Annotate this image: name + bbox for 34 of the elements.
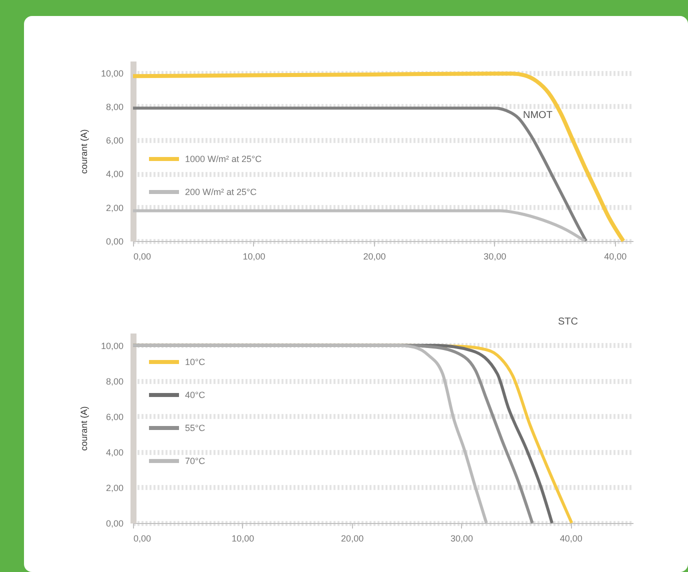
y-tick-label: 6,00 <box>106 136 124 146</box>
legend-label: 200 W/m² at 25°C <box>185 187 258 197</box>
x-tick-label: 0,00 <box>134 534 152 544</box>
x-tick-label: 40,00 <box>604 252 627 262</box>
text: STC <box>558 316 578 328</box>
x-tick-label: 20,00 <box>363 252 386 262</box>
x-tick-label: 40,00 <box>560 534 582 544</box>
legend-label: 55°C <box>185 423 206 433</box>
annotation: NMOT <box>523 110 552 121</box>
x-tick-label: 20,00 <box>341 534 364 544</box>
y-tick-label: 2,00 <box>106 202 124 213</box>
legend-label: 1000 W/m² at 25°C <box>185 154 262 164</box>
x-tick-label: 10,00 <box>232 534 254 544</box>
x-tick-label: 30,00 <box>484 252 506 262</box>
legend-label: 10°C <box>185 357 206 367</box>
x-tick-label: 10,00 <box>242 252 266 262</box>
y-tick-label: 4,00 <box>106 169 124 180</box>
legend-label: 70°C <box>185 456 206 466</box>
y-axis-title: courant (A) <box>78 129 89 174</box>
y-tick-label: 6,00 <box>106 412 124 422</box>
line-series <box>132 106 588 242</box>
x-tick-label: 0,00 <box>134 252 152 262</box>
y-tick-label: 10,00 <box>100 340 124 351</box>
y-tick-label: 10,00 <box>100 68 124 78</box>
y-tick-label: 4,00 <box>106 447 124 458</box>
y-tick-label: 8,00 <box>106 376 124 386</box>
y-tick-label: 0,00 <box>106 518 124 528</box>
y-axis-title: courant (A) <box>78 406 89 451</box>
x-tick-label: 30,00 <box>450 534 473 544</box>
y-tick-label: 2,00 <box>106 482 124 493</box>
legend-label: 40°C <box>185 390 206 400</box>
y-tick-label: 0,00 <box>106 236 124 246</box>
y-tick-label: 8,00 <box>106 102 124 112</box>
line-series <box>131 72 626 243</box>
